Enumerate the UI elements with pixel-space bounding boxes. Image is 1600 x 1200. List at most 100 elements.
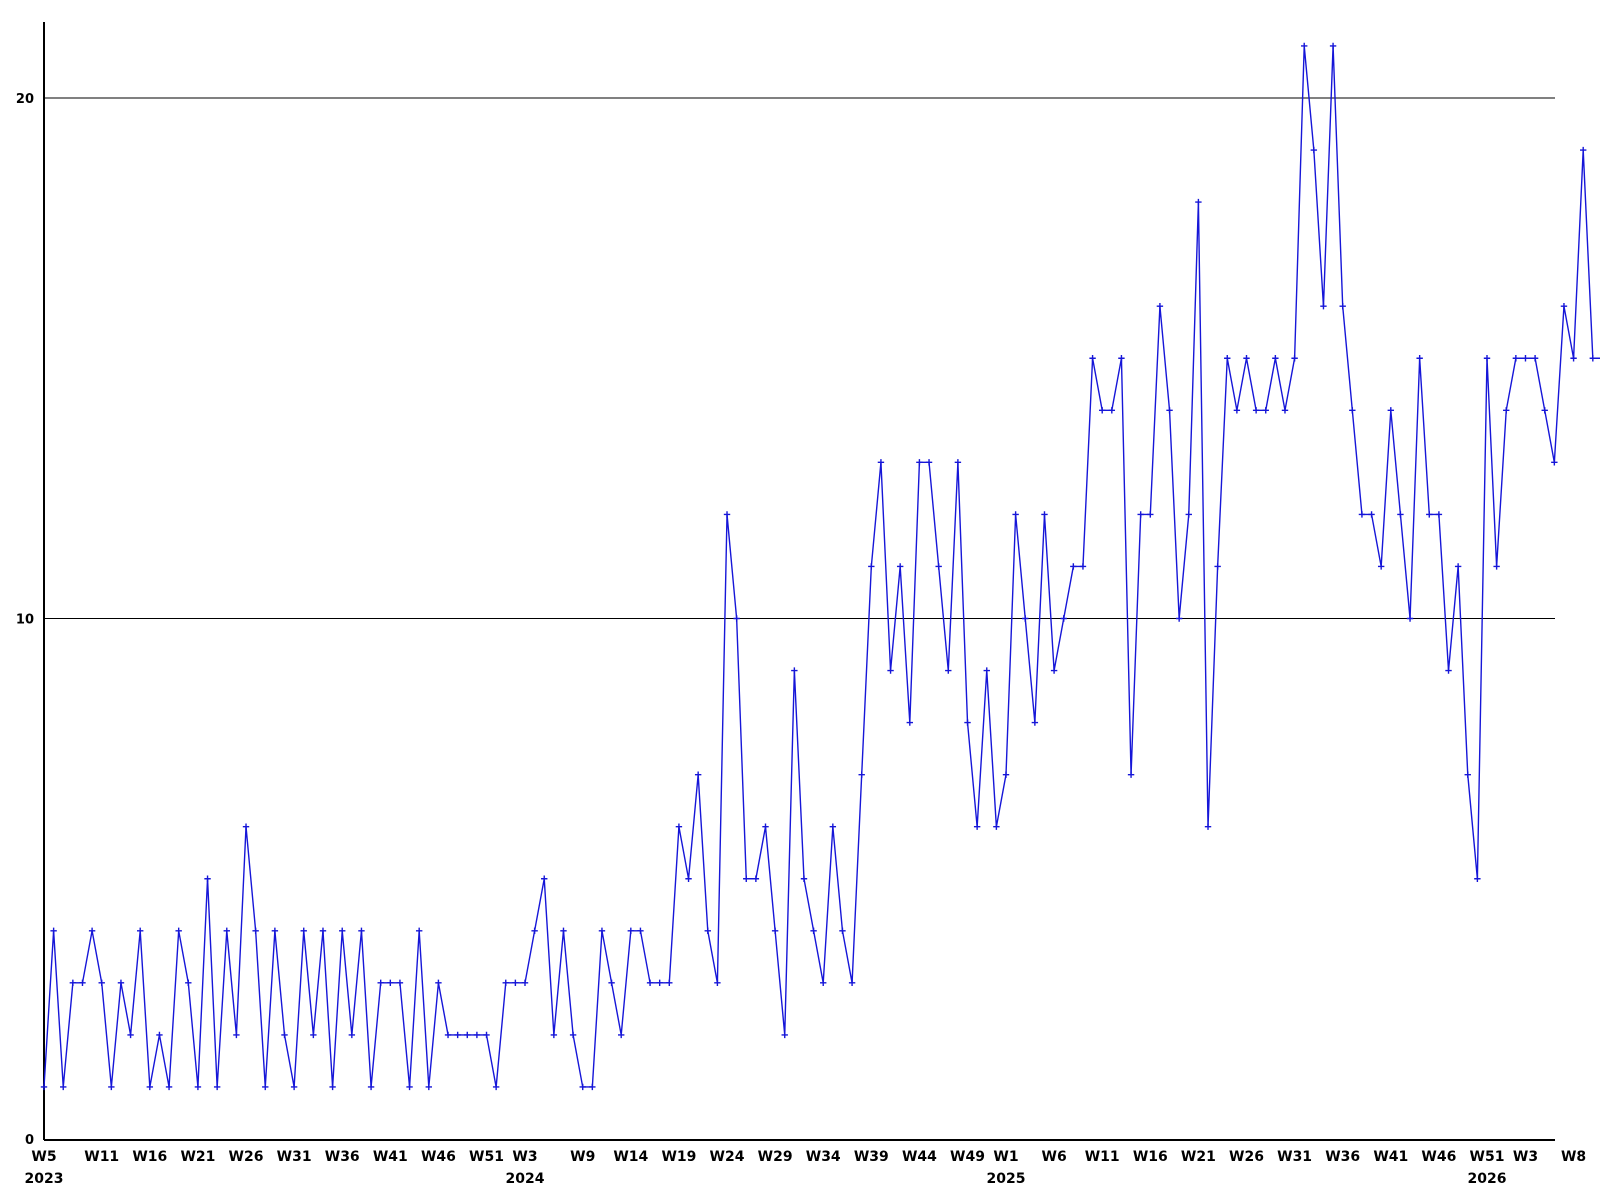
data-point-marker [79, 979, 86, 987]
data-point-marker [1252, 407, 1260, 414]
data-point-marker [752, 875, 760, 882]
data-point-marker [541, 875, 548, 882]
data-point-marker [810, 927, 817, 934]
data-point-marker [1445, 667, 1452, 674]
data-point-marker [1262, 407, 1269, 414]
x-year-label: 2025 [987, 1171, 1026, 1187]
x-year-labels: 2023 2024 2025 2026 [25, 1171, 1507, 1187]
data-point-marker [1464, 771, 1471, 778]
data-point-marker [964, 719, 971, 726]
data-point-marker [627, 927, 635, 934]
x-tick-label: W36 [1325, 1149, 1360, 1165]
data-point-marker [1474, 875, 1481, 882]
data-point-marker [598, 927, 606, 934]
data-point-marker [733, 615, 740, 622]
data-point-marker [887, 667, 894, 674]
x-tick-label: W19 [661, 1149, 696, 1165]
x-tick-label: W41 [373, 1149, 408, 1165]
data-point-marker [1060, 615, 1067, 622]
x-tick-label: W26 [1229, 1149, 1264, 1165]
data-point-marker [800, 875, 808, 882]
data-point-marker [290, 1083, 298, 1091]
data-point-marker [223, 927, 230, 934]
x-tick-label: W16 [1133, 1149, 1168, 1165]
data-point-marker [444, 1031, 452, 1039]
data-point-marker [935, 563, 942, 570]
data-point-marker [1349, 407, 1356, 414]
data-point-marker [973, 823, 981, 830]
data-point-marker [1580, 146, 1587, 154]
data-point-marker [1031, 719, 1039, 726]
data-point-marker [1089, 355, 1096, 362]
data-point-marker [377, 979, 384, 987]
data-point-marker [492, 1083, 500, 1091]
data-point-marker [454, 1031, 461, 1039]
data-point-marker [464, 1031, 471, 1039]
data-point-marker [435, 979, 442, 987]
data-point-marker [213, 1083, 221, 1091]
data-point-marker [646, 979, 654, 987]
data-point-marker [820, 979, 827, 987]
data-point-marker [117, 979, 125, 987]
data-point-marker [1522, 355, 1529, 362]
data-point-marker [531, 927, 538, 934]
data-point-marker [300, 927, 307, 934]
data-point-marker [1281, 407, 1289, 414]
x-tick-label: W9 [570, 1149, 595, 1165]
data-point-marker [1310, 146, 1318, 154]
data-point-marker [781, 1031, 788, 1039]
data-point-marker [1195, 198, 1202, 206]
x-tick-label: W36 [325, 1149, 360, 1165]
data-point-marker [1233, 407, 1241, 414]
data-point-marker [762, 823, 769, 830]
data-point-marker [387, 979, 394, 987]
data-point-marker [339, 927, 346, 934]
data-point-marker [1493, 563, 1500, 570]
data-point-marker [637, 927, 644, 934]
data-point-marker [1512, 355, 1520, 362]
x-tick-label: W34 [806, 1149, 841, 1165]
data-point-marker [367, 1083, 375, 1091]
x-tick-label: W26 [229, 1149, 264, 1165]
data-point-marker [916, 459, 923, 466]
data-point-marker [69, 979, 77, 987]
data-point-marker [569, 1031, 577, 1039]
data-point-marker [358, 927, 365, 934]
data-point-marker [1406, 615, 1414, 622]
data-point-marker [1166, 407, 1173, 414]
x-tick-label: W31 [277, 1149, 312, 1165]
data-point-marker [242, 823, 250, 830]
x-tick-label: W51 [1470, 1149, 1505, 1165]
data-point-marker [512, 979, 519, 987]
data-point-marker [1070, 563, 1077, 570]
data-point-marker [839, 927, 846, 934]
data-point-marker [310, 1031, 317, 1039]
data-point-marker [868, 563, 875, 570]
x-tick-label: W29 [758, 1149, 793, 1165]
data-point-marker [1204, 823, 1212, 830]
data-point-marker [185, 979, 192, 987]
data-point-marker [656, 979, 663, 987]
data-point-marker [1541, 407, 1548, 414]
data-point-marker [1570, 355, 1577, 362]
data-point-marker [204, 875, 211, 882]
data-point-marker [1339, 303, 1346, 310]
data-point-marker [319, 927, 327, 934]
data-point-marker [425, 1083, 432, 1091]
data-point-marker [1483, 355, 1491, 362]
data-point-marker [1368, 511, 1375, 518]
data-point-marker [1329, 42, 1337, 50]
x-tick-label: W46 [1421, 1149, 1456, 1165]
x-tick-label: W11 [1085, 1149, 1120, 1165]
data-point-marker [714, 979, 721, 987]
x-tick-label: W6 [1042, 1149, 1067, 1165]
data-point-marker [1022, 615, 1029, 622]
x-tick-label: W14 [613, 1149, 648, 1165]
data-point-marker [1108, 407, 1116, 414]
x-year-label: 2024 [506, 1171, 545, 1187]
y-tick-label: 20 [16, 92, 34, 107]
data-point-marker [88, 927, 96, 934]
data-point-marker [791, 667, 798, 674]
data-point-marker [329, 1083, 336, 1091]
